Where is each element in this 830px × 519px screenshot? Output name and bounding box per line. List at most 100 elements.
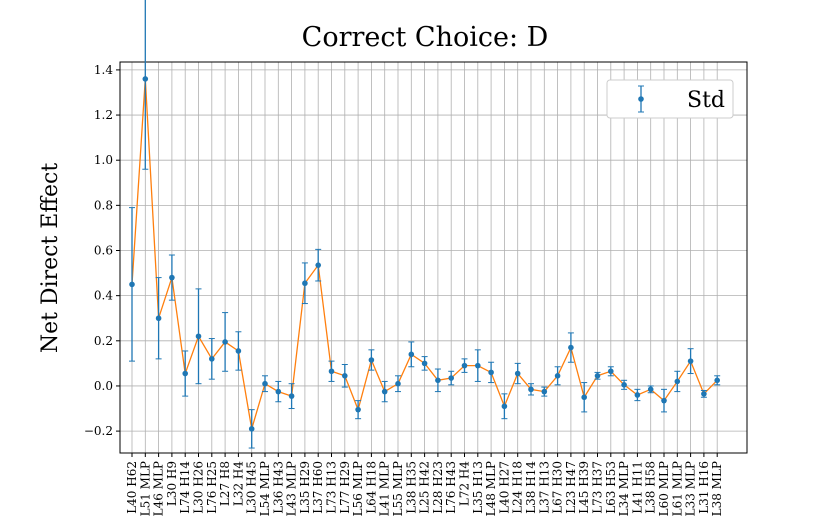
y-tick-label: 0.4 — [94, 289, 113, 303]
data-point — [448, 375, 455, 381]
x-tick-label: L51 MLP — [138, 461, 152, 516]
x-tick-label: L34 MLP — [617, 461, 631, 516]
x-tick-label: L41 MLP — [378, 461, 392, 516]
x-tick-label: L60 MLP — [657, 461, 671, 516]
x-tick-label: L36 H43 — [271, 461, 285, 514]
y-axis-label: Net Direct Effect — [38, 163, 63, 354]
data-point — [435, 377, 441, 384]
x-tick-label: L41 H11 — [630, 461, 644, 514]
x-tick-label: L67 H30 — [551, 461, 565, 514]
data-point — [275, 388, 282, 395]
x-tick-label: L30 H9 — [165, 461, 179, 506]
data-point — [581, 394, 587, 401]
x-tick-label: L74 H14 — [178, 461, 192, 514]
data-point — [421, 360, 428, 367]
x-tick-label: L63 H53 — [604, 461, 618, 514]
y-tick-label: 1.2 — [94, 108, 113, 122]
x-tick-label: L48 MLP — [484, 461, 498, 516]
x-tick-label: L76 H43 — [444, 461, 458, 514]
x-tick-label: L55 MLP — [391, 461, 405, 516]
x-tick-label: L30 H45 — [245, 461, 259, 514]
x-tick-label: L73 H13 — [325, 461, 339, 514]
x-tick-label: L30 H26 — [192, 461, 206, 514]
x-tick-label: L77 H29 — [338, 461, 352, 514]
data-point — [701, 391, 707, 397]
data-point — [381, 388, 388, 395]
data-point — [368, 357, 375, 363]
data-point — [634, 392, 641, 398]
data-point — [235, 348, 242, 354]
data-point — [342, 372, 348, 379]
x-tick-label: L37 H60 — [311, 461, 325, 514]
x-tick-label: L64 H18 — [364, 461, 378, 514]
x-tick-label: L38 H58 — [644, 461, 658, 514]
x-tick-label: L31 H16 — [697, 461, 711, 514]
x-tick-label: L35 H13 — [471, 461, 485, 514]
data-point — [169, 274, 175, 281]
x-tick-label: L25 H42 — [418, 461, 432, 514]
data-point — [541, 388, 548, 395]
data-point — [461, 362, 468, 369]
x-tick-label: L23 H47 — [564, 461, 578, 514]
data-point — [408, 351, 415, 358]
data-point — [302, 280, 308, 287]
x-tick-label: L32 H4 — [231, 461, 245, 507]
data-point — [514, 370, 521, 377]
data-point — [182, 370, 188, 377]
data-point — [501, 403, 508, 410]
data-point — [222, 339, 228, 345]
y-tick-label: 0.8 — [94, 198, 113, 212]
data-point — [262, 380, 268, 387]
data-point — [395, 380, 401, 387]
data-point — [248, 426, 255, 432]
data-point — [674, 378, 681, 385]
x-tick-label: L40 H62 — [125, 461, 139, 514]
x-tick-label: L54 MLP — [258, 461, 272, 516]
data-point — [475, 362, 481, 369]
data-point — [661, 397, 667, 404]
x-tick-label: L33 MLP — [684, 461, 698, 516]
data-point — [155, 315, 162, 322]
x-tick-label: L72 H4 — [458, 461, 472, 507]
data-point — [608, 368, 614, 375]
legend-label: Std — [687, 88, 725, 113]
data-point — [687, 358, 694, 364]
x-tick-label: L28 H23 — [431, 461, 445, 514]
data-point — [355, 406, 361, 413]
x-tick-label: L73 H37 — [591, 461, 605, 514]
error-bar — [142, 0, 149, 170]
x-tick-label: L24 H18 — [511, 461, 525, 514]
data-point — [488, 369, 494, 376]
chart-title: Correct Choice: D — [302, 22, 549, 53]
x-tick-label: L35 H29 — [298, 461, 312, 514]
legend-box — [606, 79, 734, 119]
data-point — [288, 393, 295, 399]
data-point — [142, 76, 149, 82]
y-tick-label: −0.2 — [84, 424, 113, 438]
x-tick-label: L45 H39 — [577, 461, 591, 514]
y-tick-label: 0.2 — [94, 334, 113, 348]
data-point — [621, 382, 627, 388]
data-point — [594, 372, 601, 379]
y-tick-label: 1.4 — [94, 63, 113, 77]
y-tick-label: 0.0 — [94, 379, 113, 393]
legend-marker — [638, 96, 644, 102]
x-tick-label: L61 MLP — [670, 461, 684, 516]
x-tick-label: L56 MLP — [351, 461, 365, 516]
y-tick-label: 0.6 — [94, 244, 113, 258]
x-tick-label: L38 MLP — [710, 461, 724, 516]
data-point — [714, 377, 720, 384]
x-tick-label: L27 H8 — [218, 461, 232, 506]
x-tick-label: L76 H25 — [205, 461, 219, 514]
x-tick-label: L37 H13 — [537, 461, 551, 514]
data-point — [647, 386, 654, 393]
data-point — [568, 344, 574, 351]
data-point — [554, 372, 561, 379]
x-tick-label: L43 MLP — [285, 461, 299, 516]
data-point — [209, 356, 215, 362]
data-point — [195, 333, 202, 340]
x-tick-label: L38 H35 — [404, 461, 418, 514]
x-tick-label: L46 MLP — [152, 461, 166, 516]
data-point — [528, 386, 534, 393]
data-point — [129, 281, 135, 288]
